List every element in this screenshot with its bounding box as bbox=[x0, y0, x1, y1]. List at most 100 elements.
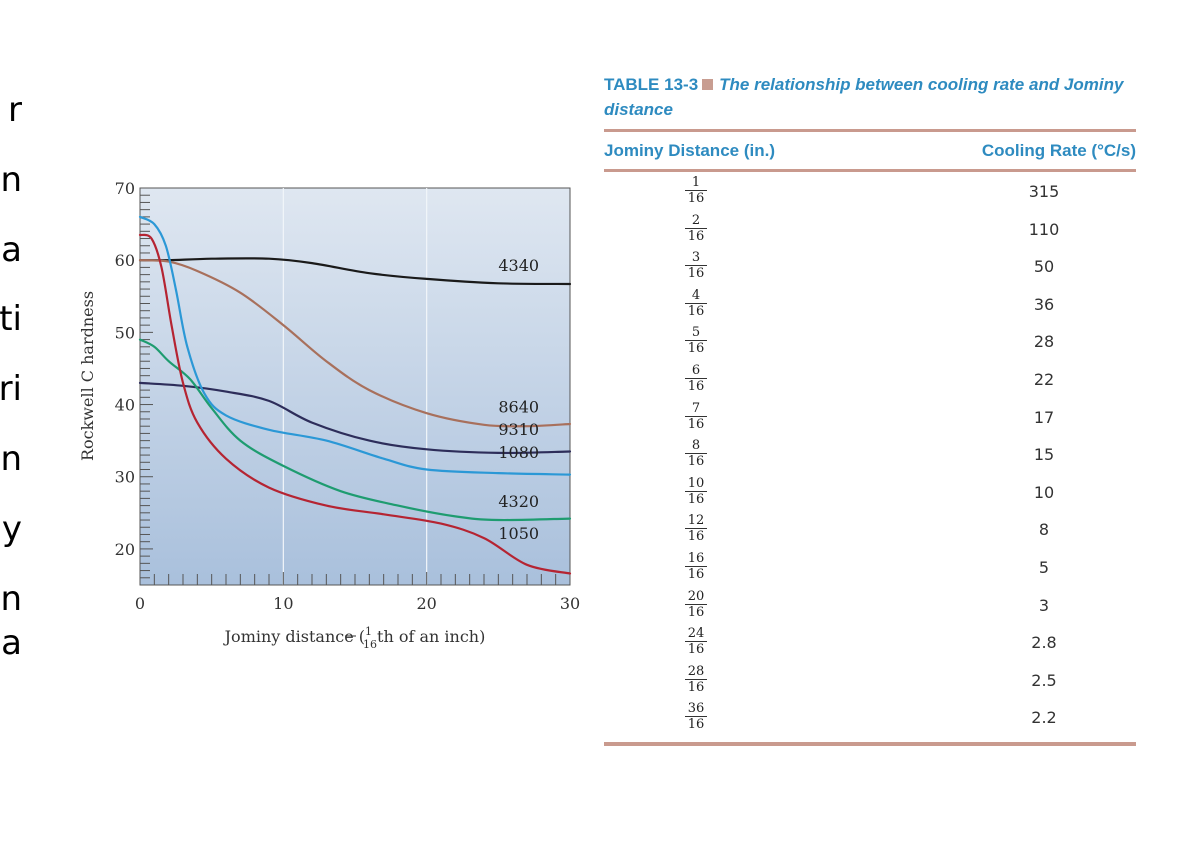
header-jominy-distance: Jominy Distance (in.) bbox=[604, 140, 775, 160]
series-label-1080: 1080 bbox=[498, 443, 539, 462]
fraction-denominator: 16 bbox=[687, 266, 705, 282]
cooling-rate-value: 5 bbox=[1038, 557, 1050, 577]
table-title: The relationship between cooling rate an… bbox=[604, 75, 1124, 119]
jominy-distance-fraction: 1 16 bbox=[676, 175, 716, 206]
fraction-denominator: 16 bbox=[687, 378, 705, 394]
fraction-bar bbox=[685, 190, 707, 191]
jominy-distance-fraction: 24 16 bbox=[676, 626, 716, 657]
x-tick-label: 0 bbox=[135, 594, 145, 613]
table-row: 4 16 36 bbox=[604, 287, 1136, 325]
fraction-bar bbox=[685, 415, 707, 417]
cooling-rate-value: 3 bbox=[1038, 595, 1050, 615]
fraction-bar bbox=[685, 565, 707, 567]
fraction-bar bbox=[685, 528, 707, 530]
fraction-denominator: 16 bbox=[687, 454, 705, 470]
table-row: 1 16 315 bbox=[604, 174, 1136, 212]
fraction-bar bbox=[685, 641, 707, 643]
jominy-distance-fraction: 5 16 bbox=[676, 325, 716, 356]
plot-area bbox=[139, 187, 571, 586]
fraction-numerator: 4 bbox=[691, 287, 701, 303]
fraction-numerator: 6 bbox=[691, 362, 701, 378]
jominy-distance-fraction: 20 16 bbox=[676, 589, 716, 620]
series-label-4320: 4320 bbox=[498, 492, 539, 511]
fraction-numerator: 3 bbox=[691, 250, 701, 266]
fraction-numerator: 8 bbox=[691, 438, 701, 454]
cooling-rate-value: 28 bbox=[1033, 332, 1055, 352]
x-tick-label: 10 bbox=[273, 594, 293, 613]
series-label-1050: 1050 bbox=[498, 524, 539, 543]
y-tick-label: 60 bbox=[115, 251, 135, 270]
series-label-9310: 9310 bbox=[498, 420, 539, 439]
fraction-numerator: 20 bbox=[687, 588, 705, 604]
fraction-denominator: 16 bbox=[687, 191, 705, 206]
x-tick-label: 20 bbox=[416, 594, 436, 613]
jominy-distance-fraction: 4 16 bbox=[676, 288, 716, 319]
y-tick-label: 40 bbox=[115, 396, 135, 415]
cooling-rate-value: 10 bbox=[1033, 482, 1055, 502]
table-bottom-rule bbox=[604, 741, 1136, 746]
fraction-denominator: 16 bbox=[687, 717, 705, 733]
jominy-distance-fraction: 7 16 bbox=[676, 401, 716, 432]
series-line-8640 bbox=[138, 259, 572, 428]
table-row: 28 16 2.5 bbox=[604, 663, 1136, 701]
table-row: 36 16 2.2 bbox=[604, 700, 1136, 738]
series-line-1050 bbox=[138, 233, 572, 575]
fraction-bar bbox=[685, 265, 707, 267]
text-fragment: a bbox=[1, 230, 22, 270]
cooling-rate-value: 15 bbox=[1033, 445, 1055, 465]
y-tick-label: 20 bbox=[115, 540, 135, 559]
y-axis-title: Rockwell C hardness bbox=[78, 291, 97, 461]
text-fragment: ri bbox=[0, 369, 22, 409]
x-tick-label: 30 bbox=[560, 594, 580, 613]
table-row: 5 16 28 bbox=[604, 324, 1136, 362]
jominy-distance-fraction: 10 16 bbox=[676, 476, 716, 507]
fraction-numerator: 7 bbox=[691, 400, 701, 416]
header-cooling-rate: Cooling Rate (°C/s) bbox=[981, 140, 1136, 160]
jominy-hardness-chart: 0 10 20 30 20 30 40 50 60 70 4340 8640 9310 1080 4320… bbox=[78, 179, 580, 651]
table-row: 8 16 15 bbox=[604, 437, 1136, 475]
fraction-bar bbox=[685, 453, 707, 455]
cooling-rate-value: 2.2 bbox=[1031, 708, 1057, 728]
fraction-bar bbox=[685, 340, 707, 342]
cooling-rate-value: 22 bbox=[1033, 369, 1055, 389]
jominy-distance-fraction: 12 16 bbox=[676, 513, 716, 544]
fraction-bar bbox=[685, 716, 707, 718]
table-row: 3 16 50 bbox=[604, 249, 1136, 287]
fraction-bar bbox=[685, 490, 707, 492]
cooling-rate-value: 50 bbox=[1033, 257, 1055, 277]
table-row: 12 16 8 bbox=[604, 512, 1136, 550]
fraction-denominator: 16 bbox=[687, 303, 705, 319]
fraction-bar bbox=[685, 603, 707, 605]
text-fragment: n bbox=[0, 439, 22, 479]
table-header: Jominy Distance (in.) Cooling Rate (°C/s… bbox=[604, 132, 1136, 169]
fraction-numerator: 28 bbox=[687, 663, 705, 679]
fraction-denominator: 16 bbox=[687, 491, 705, 507]
series-label-8640: 8640 bbox=[498, 397, 539, 416]
cooling-rate-value: 110 bbox=[1028, 219, 1060, 239]
fraction-denominator: 16 bbox=[687, 679, 705, 695]
text-fragment: n bbox=[0, 160, 22, 200]
table-id: TABLE 13-3 bbox=[604, 75, 699, 94]
text-fragment: ti bbox=[0, 299, 22, 339]
fraction-denominator: 16 bbox=[687, 341, 705, 357]
fraction-denominator: 16 bbox=[687, 566, 705, 582]
cooling-rate-value: 315 bbox=[1028, 182, 1060, 201]
table-row: 6 16 22 bbox=[604, 362, 1136, 400]
table-row: 16 16 5 bbox=[604, 550, 1136, 588]
jominy-distance-fraction: 36 16 bbox=[676, 701, 716, 732]
fraction-numerator: 12 bbox=[687, 513, 705, 529]
fraction-denominator: 16 bbox=[687, 416, 705, 432]
series-line-4320 bbox=[138, 338, 572, 522]
text-fragment: a bbox=[1, 623, 22, 663]
jominy-distance-fraction: 6 16 bbox=[676, 363, 716, 394]
cooling-rate-value: 2.8 bbox=[1031, 633, 1057, 653]
caption-square-icon bbox=[702, 79, 714, 90]
fraction-numerator: 2 bbox=[691, 212, 701, 228]
table-row: 24 16 2.8 bbox=[604, 625, 1136, 663]
y-tick-label: 30 bbox=[115, 468, 135, 487]
table-header-rule bbox=[604, 169, 1136, 172]
cooling-rate-table: TABLE 13-3 The relationship between cooli… bbox=[604, 72, 1136, 746]
series-line-1080 bbox=[138, 215, 572, 476]
fraction-denominator: 16 bbox=[687, 529, 705, 545]
text-fragment: y bbox=[1, 509, 22, 549]
